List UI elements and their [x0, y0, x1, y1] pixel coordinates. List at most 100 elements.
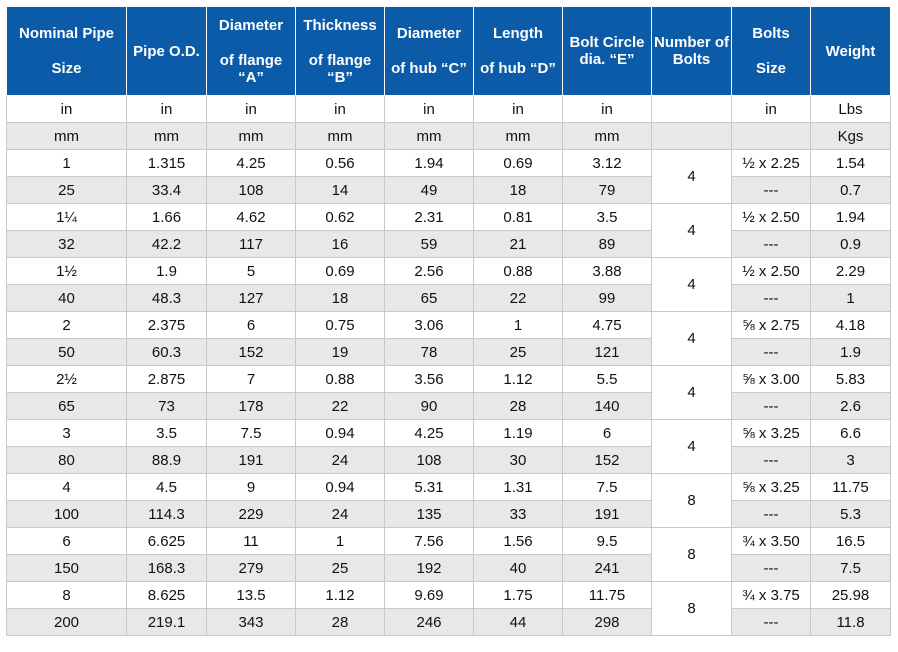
cell-number-of-bolts: 4 [651, 311, 732, 366]
flange-dimensions-table: Nominal Pipe Size Pipe O.D. Diameter of fl… [6, 6, 891, 636]
unit-cell: Lbs [810, 95, 891, 123]
header-number-of-bolts: Number of Bolts [651, 6, 732, 96]
table-row: 1½ 1.9 5 0.69 2.56 0.88 3.88 4 ½ x 2.50 2.29 [6, 257, 891, 312]
unit-cell [651, 122, 732, 150]
cell-flange-diameter: 108 [206, 176, 296, 204]
cell-nominal-size: 8 [6, 581, 127, 609]
cell-hub-diameter: 3.56 [384, 365, 474, 393]
unit-cell: mm [206, 122, 296, 150]
unit-cell: mm [384, 122, 474, 150]
cell-hub-length: 28 [473, 392, 563, 420]
table-row: 150 168.3 279 25 192 40 241 --- 7.5 [6, 554, 891, 582]
cell-weight: 11.75 [810, 473, 891, 501]
unit-cell: mm [473, 122, 563, 150]
cell-weight: 7.5 [810, 554, 891, 582]
cell-hub-length: 18 [473, 176, 563, 204]
cell-bolt-size: --- [731, 230, 811, 258]
cell-number-of-bolts: 4 [651, 419, 732, 474]
cell-bolt-circle: 3.5 [562, 203, 652, 231]
cell-hub-diameter: 65 [384, 284, 474, 312]
cell-pipe-od: 2.875 [126, 365, 207, 393]
unit-cell: in [473, 95, 563, 123]
unit-cell: in [126, 95, 207, 123]
cell-flange-thickness: 16 [295, 230, 385, 258]
cell-bolt-size: ¾ x 3.50 [731, 527, 811, 555]
cell-hub-length: 25 [473, 338, 563, 366]
cell-weight: 3 [810, 446, 891, 474]
cell-weight: 6.6 [810, 419, 891, 447]
cell-nominal-size: 200 [6, 608, 127, 636]
cell-flange-diameter: 13.5 [206, 581, 296, 609]
cell-flange-thickness: 0.69 [295, 257, 385, 285]
header-diameter-of-flange: Diameter of flange “A” [206, 6, 296, 96]
cell-flange-diameter: 9 [206, 473, 296, 501]
table-row: 2½ 2.875 7 0.88 3.56 1.12 5.5 4 ⅝ x 3.00 5.83 [6, 365, 891, 420]
header-diameter-of-hub: Diameter of hub “C” [384, 6, 474, 96]
cell-hub-diameter: 90 [384, 392, 474, 420]
cell-pipe-od: 168.3 [126, 554, 207, 582]
cell-flange-thickness: 0.88 [295, 365, 385, 393]
cell-hub-length: 21 [473, 230, 563, 258]
cell-weight: 5.83 [810, 365, 891, 393]
cell-flange-thickness: 28 [295, 608, 385, 636]
cell-bolt-circle: 121 [562, 338, 652, 366]
cell-flange-thickness: 22 [295, 392, 385, 420]
cell-bolt-circle: 6 [562, 419, 652, 447]
cell-flange-thickness: 0.75 [295, 311, 385, 339]
cell-flange-thickness: 0.94 [295, 419, 385, 447]
cell-bolt-size: --- [731, 284, 811, 312]
unit-cell: mm [295, 122, 385, 150]
cell-bolt-circle: 5.5 [562, 365, 652, 393]
header-length-of-hub: Length of hub “D” [473, 6, 563, 96]
cell-flange-diameter: 5 [206, 257, 296, 285]
header-row: Nominal Pipe Size Pipe O.D. Diameter of fl… [6, 6, 891, 96]
cell-flange-thickness: 18 [295, 284, 385, 312]
cell-hub-length: 1 [473, 311, 563, 339]
cell-hub-diameter: 5.31 [384, 473, 474, 501]
cell-nominal-size: 2 [6, 311, 127, 339]
unit-cell: in [6, 95, 127, 123]
unit-cell: Kgs [810, 122, 891, 150]
cell-pipe-od: 1.315 [126, 149, 207, 177]
cell-weight: 2.29 [810, 257, 891, 285]
cell-flange-thickness: 0.62 [295, 203, 385, 231]
cell-nominal-size: 2½ [6, 365, 127, 393]
cell-weight: 1.9 [810, 338, 891, 366]
cell-bolt-circle: 79 [562, 176, 652, 204]
table-row: 100 114.3 229 24 135 33 191 --- 5.3 [6, 500, 891, 528]
table-row: 3 3.5 7.5 0.94 4.25 1.19 6 4 ⅝ x 3.25 6.6 [6, 419, 891, 474]
table-row: 200 219.1 343 28 246 44 298 --- 11.8 [6, 608, 891, 636]
cell-hub-diameter: 49 [384, 176, 474, 204]
header-thickness-of-flange: Thickness of flange “B” [295, 6, 385, 96]
table-row: 4 4.5 9 0.94 5.31 1.31 7.5 8 ⅝ x 3.25 11.75 [6, 473, 891, 528]
cell-weight: 0.7 [810, 176, 891, 204]
cell-weight: 1.94 [810, 203, 891, 231]
cell-weight: 0.9 [810, 230, 891, 258]
cell-bolt-size: --- [731, 554, 811, 582]
cell-bolt-circle: 298 [562, 608, 652, 636]
cell-pipe-od: 4.5 [126, 473, 207, 501]
cell-hub-length: 0.88 [473, 257, 563, 285]
cell-pipe-od: 60.3 [126, 338, 207, 366]
unit-cell [731, 122, 811, 150]
cell-nominal-size: 40 [6, 284, 127, 312]
cell-flange-thickness: 1 [295, 527, 385, 555]
cell-pipe-od: 88.9 [126, 446, 207, 474]
cell-pipe-od: 2.375 [126, 311, 207, 339]
cell-hub-diameter: 2.31 [384, 203, 474, 231]
unit-cell: in [206, 95, 296, 123]
cell-bolt-size: --- [731, 500, 811, 528]
cell-nominal-size: 4 [6, 473, 127, 501]
cell-weight: 11.8 [810, 608, 891, 636]
table-row: 25 33.4 108 14 49 18 79 --- 0.7 [6, 176, 891, 204]
cell-nominal-size: 100 [6, 500, 127, 528]
cell-hub-diameter: 1.94 [384, 149, 474, 177]
header-weight: Weight [810, 6, 891, 96]
cell-flange-diameter: 152 [206, 338, 296, 366]
cell-hub-diameter: 3.06 [384, 311, 474, 339]
cell-number-of-bolts: 8 [651, 581, 732, 636]
cell-flange-thickness: 0.94 [295, 473, 385, 501]
cell-pipe-od: 73 [126, 392, 207, 420]
unit-cell: mm [562, 122, 652, 150]
cell-flange-diameter: 6 [206, 311, 296, 339]
